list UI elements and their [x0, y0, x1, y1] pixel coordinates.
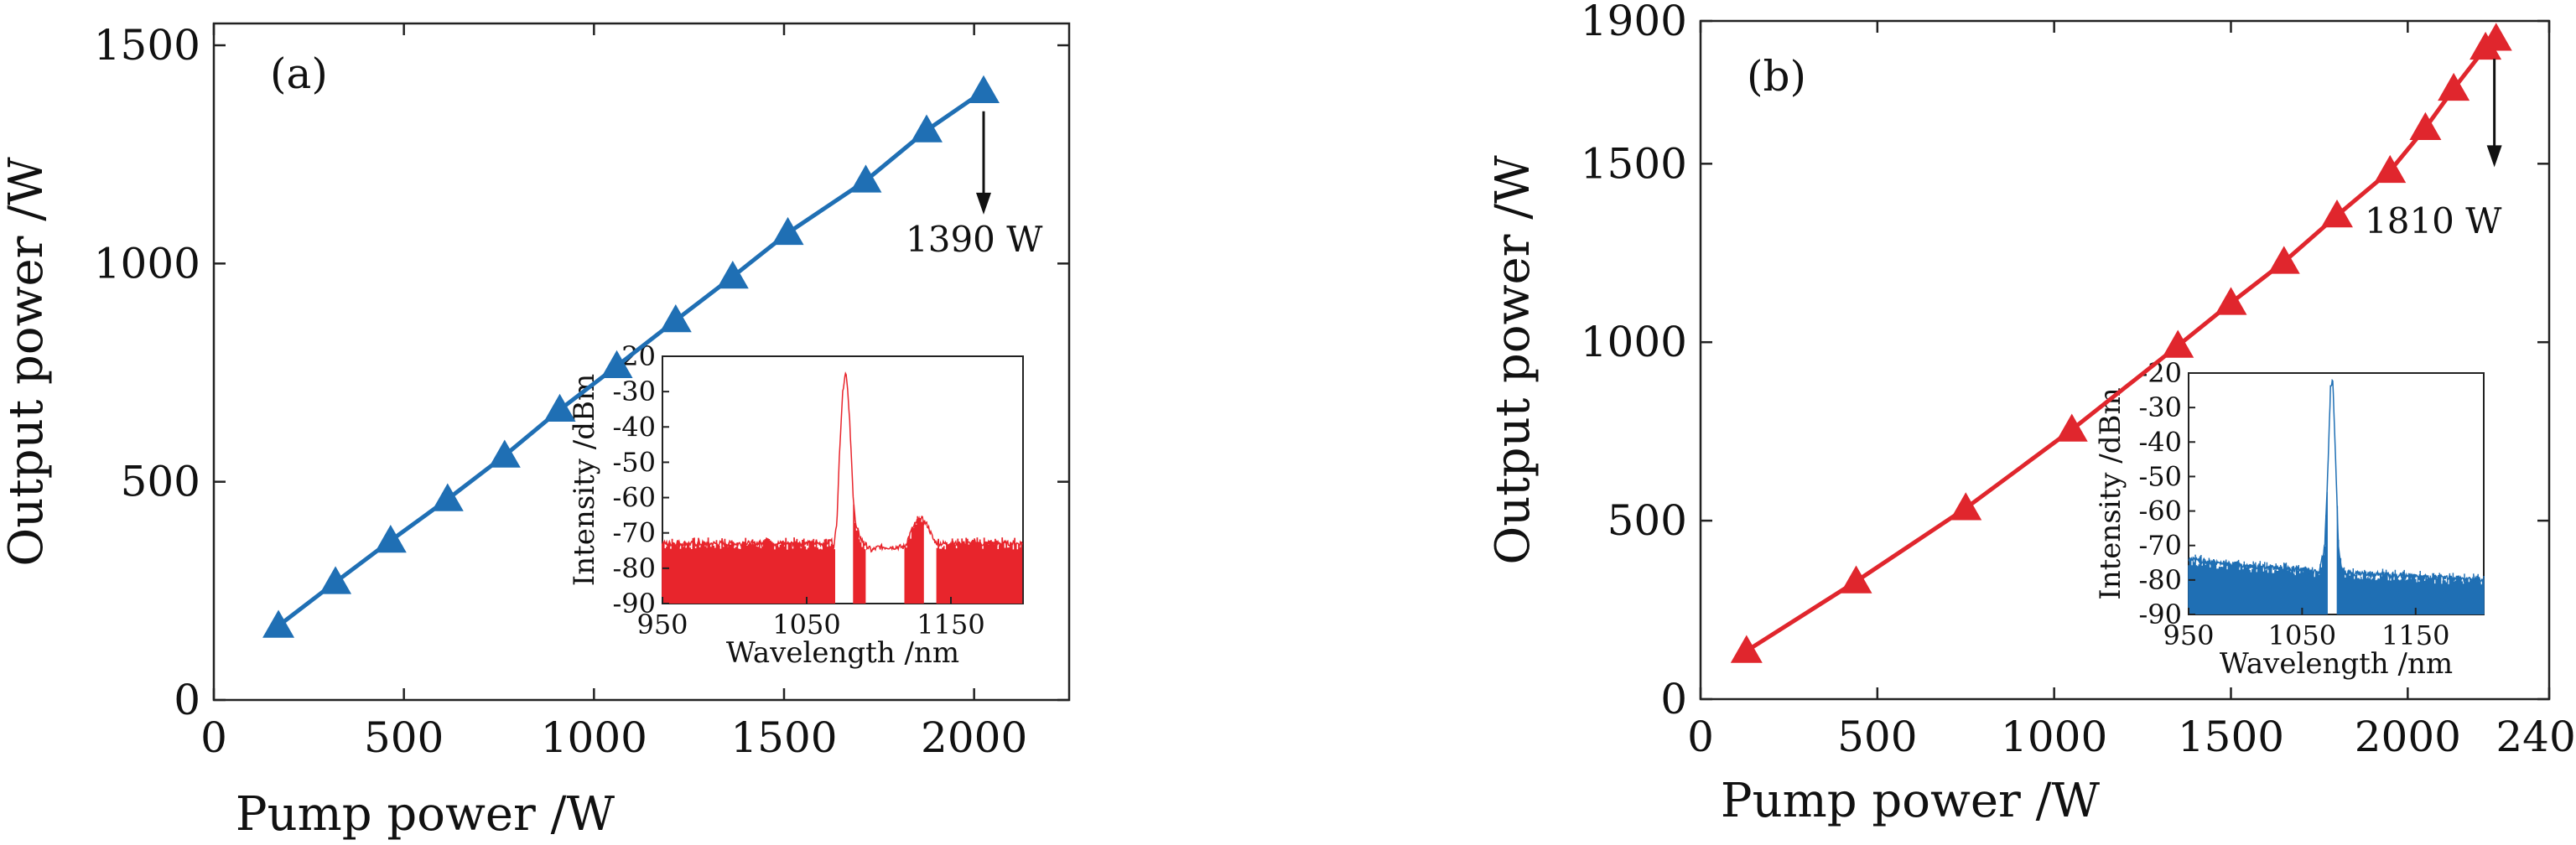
inset-a: Wavelength /nm Intensity /dBm 950 1050 115…: [568, 340, 1024, 670]
inset-spectrum-trace: [662, 371, 1023, 553]
data-point: [2409, 111, 2442, 140]
data-point: [262, 609, 295, 638]
y-tick-label: 0: [1660, 675, 1687, 723]
y-axis-title-b: Output power /W: [1486, 155, 1540, 565]
data-point: [2267, 246, 2300, 274]
inset-y-tick-label: -40: [612, 411, 656, 443]
inset-x-tick-label: 1050: [2268, 619, 2336, 651]
x-tick-label: 2000: [2355, 713, 2461, 761]
annotation-label-a: 1390 W: [906, 219, 1043, 260]
inset-y-tick-label: -70: [2138, 530, 2182, 562]
y-tick-label: 0: [174, 676, 200, 724]
annotation-arrowhead: [976, 192, 991, 215]
inset-x-tick-label: 1150: [2381, 619, 2449, 651]
x-axis-title-b: Pump power /W: [1721, 774, 2101, 828]
data-point: [1840, 565, 1872, 594]
inset-y-tick-label: -70: [612, 517, 656, 549]
x-axis-title-a: Pump power /W: [236, 787, 615, 842]
annotation-label-b: 1810 W: [2365, 200, 2502, 241]
data-point: [431, 483, 464, 511]
panel-label-a: (a): [270, 49, 328, 98]
x-tick-label: 2000: [921, 713, 1027, 762]
inset-x-tick-label: 950: [2163, 619, 2214, 651]
inset-y-tick-label: -60: [2138, 495, 2182, 527]
inset-x-axis-title-b: Wavelength /nm: [2220, 647, 2453, 681]
y-tick-label: 500: [121, 458, 200, 506]
panel-b: (b) Pump power /W Output power /W 1810 W…: [1486, 0, 2576, 828]
inset-y-tick-label: -80: [612, 552, 656, 584]
x-tick-label: 500: [1837, 713, 1917, 761]
data-point: [659, 304, 692, 333]
x-tick-label: 500: [364, 713, 444, 762]
y-axis-title-a: Output power /W: [0, 157, 54, 567]
inset-x-tick-label: 950: [636, 609, 688, 640]
data-point: [1730, 635, 1763, 663]
x-tick-label: 0: [1687, 713, 1714, 761]
inset-y-tick-label: -90: [2138, 599, 2182, 630]
inset-y-axis-title-b: Intensity /dBm: [2094, 387, 2127, 599]
annotation-arrowhead: [2486, 145, 2502, 168]
plot-frame-b: [1699, 19, 2551, 701]
data-point: [319, 566, 352, 594]
data-point: [2438, 72, 2470, 101]
data-point: [1950, 492, 1982, 521]
data-point: [849, 164, 882, 193]
inset-y-tick-label: -30: [612, 376, 656, 407]
inset-x-axis-title-a: Wavelength /nm: [726, 636, 959, 670]
data-point: [488, 439, 521, 468]
data-point: [911, 114, 943, 143]
data-point: [2321, 200, 2353, 228]
panel-label-b: (b): [1747, 52, 1806, 101]
y-tick-label: 1000: [1581, 318, 1687, 366]
inset-b: Wavelength /nm Intensity /dBm 950 1050 115…: [2094, 357, 2485, 681]
x-tick-label: 1500: [2178, 713, 2284, 761]
data-point: [2055, 413, 2088, 442]
data-point: [600, 350, 633, 378]
inset-y-tick-label: -60: [612, 482, 656, 514]
y-tick-label: 1500: [1581, 139, 1687, 188]
inset-x-tick-label: 1050: [772, 609, 840, 640]
inset-y-tick-label: -30: [2138, 391, 2182, 423]
data-point: [543, 393, 576, 422]
inset-x-tick-label: 1150: [917, 609, 984, 640]
x-tick-label: 1000: [2001, 713, 2107, 761]
inset-y-axis-title-a: Intensity /dBm: [568, 374, 601, 586]
data-point: [716, 260, 749, 289]
data-point: [2480, 23, 2512, 51]
data-point: [968, 75, 1000, 103]
data-point: [2374, 154, 2407, 184]
data-point: [2162, 329, 2194, 358]
data-point: [374, 524, 407, 553]
y-tick-label: 1000: [94, 239, 200, 288]
inset-spectrum-trace: [2188, 378, 2485, 584]
data-point: [771, 216, 804, 246]
inset-y-tick-label: -50: [2138, 460, 2182, 492]
y-tick-label: 1900: [1581, 0, 1687, 45]
inset-y-tick-label: -40: [2138, 426, 2182, 458]
x-tick-label: 1000: [541, 713, 647, 762]
data-point: [2215, 287, 2247, 315]
y-tick-label: 1500: [94, 21, 200, 70]
inset-spectrum-fill: [662, 504, 1023, 604]
x-tick-label: 0: [200, 713, 227, 762]
plot-frame-a: [212, 22, 1071, 702]
inset-y-tick-label: -50: [612, 446, 656, 478]
y-tick-label: 500: [1607, 496, 1687, 545]
inset-spectrum-fill: [2188, 491, 2485, 614]
inset-y-tick-label: -80: [2138, 564, 2182, 596]
panel-a: (a) Pump power /W Output power /W 1390 W…: [0, 21, 1071, 842]
x-tick-label: 1500: [730, 713, 837, 762]
inset-y-tick-label: -90: [612, 588, 656, 619]
